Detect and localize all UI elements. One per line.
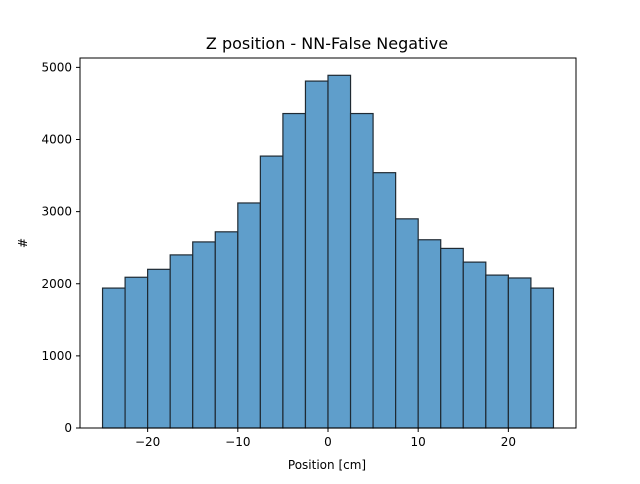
y-tick-label: 4000 (41, 133, 72, 147)
histogram-bar (259, 155, 284, 429)
x-tick-label: −20 (135, 435, 160, 449)
x-axis: −20 −10 0 10 20 (135, 428, 516, 449)
x-axis-label: Position [cm] (288, 458, 366, 472)
x-tick-label: 10 (411, 435, 426, 449)
y-tick-label: 2000 (41, 277, 72, 291)
histogram-bar (101, 287, 126, 429)
y-tick-label: 1000 (41, 349, 72, 363)
histogram-bar (349, 112, 374, 429)
histogram-bar (372, 172, 397, 429)
histogram-bar (147, 268, 171, 429)
histogram-bar (214, 231, 239, 429)
histogram-bar (440, 247, 464, 429)
y-tick-label: 0 (64, 421, 72, 435)
histogram-bar (327, 74, 352, 429)
y-tick-label: 3000 (41, 205, 72, 219)
chart-title: Z position - NN-False Negative (206, 34, 448, 53)
histogram-bar (282, 112, 307, 429)
histogram-bar (417, 239, 442, 429)
histogram-bar (124, 276, 149, 429)
histogram-bar (304, 80, 329, 429)
histogram-bar (395, 218, 419, 429)
x-tick-label: 0 (324, 435, 332, 449)
y-tick-label: 5000 (41, 60, 72, 74)
histogram-bar (192, 241, 216, 429)
histogram-bar (507, 277, 532, 429)
x-tick-label: −10 (225, 435, 250, 449)
histogram-bar (237, 202, 261, 429)
y-axis-label: # (16, 238, 30, 248)
histogram-bar (485, 274, 509, 429)
histogram-bar (462, 261, 487, 429)
histogram-bar (530, 287, 555, 429)
histogram-bar (169, 254, 194, 429)
bars-group (101, 74, 555, 429)
x-tick-label: 20 (501, 435, 516, 449)
y-axis: 0 1000 2000 3000 4000 5000 (41, 60, 80, 435)
